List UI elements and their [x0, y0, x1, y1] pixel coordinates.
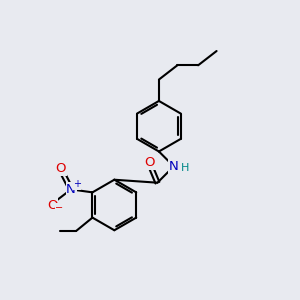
Text: O: O: [56, 162, 66, 175]
Text: O: O: [47, 199, 58, 212]
Text: −: −: [55, 203, 63, 213]
Text: N: N: [66, 183, 76, 196]
Text: O: O: [145, 156, 155, 169]
Text: H: H: [181, 163, 189, 172]
Text: +: +: [73, 179, 81, 189]
Text: N: N: [169, 160, 179, 173]
